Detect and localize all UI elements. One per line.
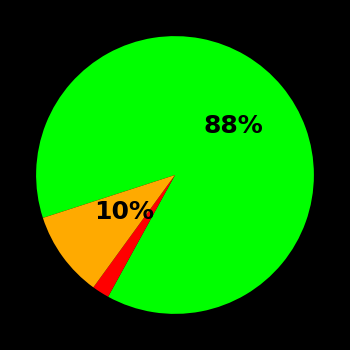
Text: 88%: 88%	[204, 114, 264, 138]
Wedge shape	[36, 36, 314, 314]
Text: 10%: 10%	[94, 200, 154, 224]
Wedge shape	[43, 175, 175, 287]
Wedge shape	[93, 175, 175, 297]
